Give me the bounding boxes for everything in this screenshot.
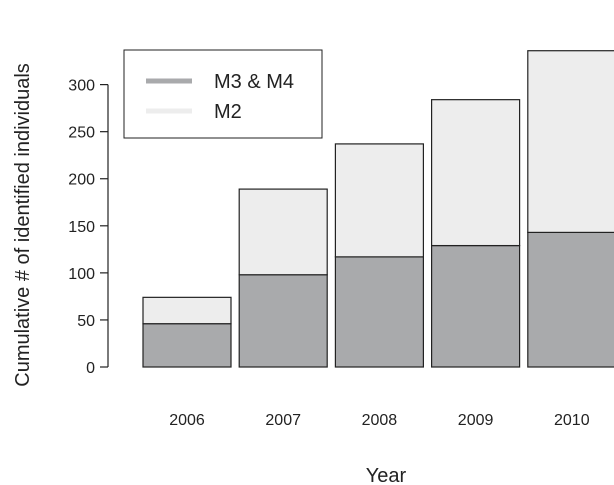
x-tick-label-2009: 2009 <box>458 412 494 429</box>
legend-box <box>123 49 323 139</box>
bar-2006-m3-m4 <box>142 323 232 368</box>
y-tick-label-100: 100 <box>68 266 95 283</box>
bars-layer <box>142 50 614 368</box>
x-axis-label: Year <box>366 465 407 485</box>
legend: M3 & M4 M2 <box>123 49 323 139</box>
y-axis-label: Cumulative # of identified individuals <box>12 63 34 387</box>
bar-2010-m3-m4 <box>527 231 614 368</box>
x-tick-label-2008: 2008 <box>362 412 398 429</box>
x-tick-label-2007: 2007 <box>265 412 301 429</box>
bar-2007-m2 <box>238 188 328 276</box>
y-tick-label-50: 50 <box>77 313 95 330</box>
x-tick-labels: 2006 2007 2008 2009 2010 <box>169 412 589 429</box>
y-tick-label-0: 0 <box>86 360 95 377</box>
bar-2008-m3-m4 <box>334 256 424 368</box>
x-tick-label-2006: 2006 <box>169 412 205 429</box>
bar-2010-m2 <box>527 50 614 233</box>
bar-2007-m3-m4 <box>238 274 328 368</box>
legend-label-m3-m4: M3 & M4 <box>214 71 294 93</box>
bar-2006-m2 <box>142 296 232 325</box>
y-tick-label-300: 300 <box>68 78 95 95</box>
legend-label-m2: M2 <box>214 101 242 123</box>
y-tick-label-200: 200 <box>68 172 95 189</box>
y-axis: 0 50 100 150 200 250 300 <box>68 78 109 377</box>
y-tick-label-150: 150 <box>68 219 95 236</box>
x-tick-label-2010: 2010 <box>554 412 590 429</box>
bar-2009-m2 <box>431 99 521 247</box>
bar-2008-m2 <box>334 143 424 258</box>
bar-2009-m3-m4 <box>431 244 521 368</box>
y-tick-label-250: 250 <box>68 125 95 142</box>
